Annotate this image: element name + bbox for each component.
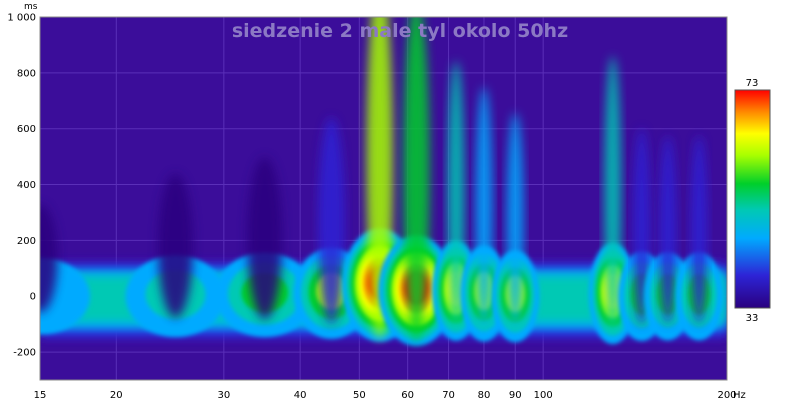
x-tick-label: 15 <box>34 390 47 401</box>
heatmap-area <box>40 17 727 346</box>
decay-ridge <box>506 112 524 329</box>
decay-ridge <box>403 17 430 342</box>
y-tick-label: -200 <box>13 348 36 359</box>
x-tick-label: 200 <box>717 390 736 401</box>
y-tick-label: 400 <box>17 180 36 191</box>
decay-ridge <box>247 157 283 320</box>
x-tick-label: 20 <box>110 390 123 401</box>
plot-frame <box>39 16 728 381</box>
x-tick-label: 80 <box>478 390 491 401</box>
axes: 15 20 30 40 50 60 70 80 90 100 200 -200 0 200 400 600 80… <box>7 13 736 402</box>
y-tick-label: 800 <box>17 68 36 79</box>
colorbar <box>734 89 771 309</box>
y-tick-label: 600 <box>17 124 36 135</box>
x-tick-label: 60 <box>401 390 414 401</box>
y-tick-label: 1 000 <box>7 13 36 24</box>
x-unit-label: Hz <box>733 390 746 401</box>
x-tick-label: 100 <box>534 390 553 401</box>
y-tick-label: 0 <box>30 292 36 303</box>
colorbar-max-label: 73 <box>746 78 759 89</box>
x-tick-label: 30 <box>217 390 230 401</box>
decay-ridge <box>604 56 622 336</box>
y-unit-label: ms <box>24 2 38 12</box>
decay-ridge <box>157 173 193 318</box>
decay-ridge <box>690 135 708 325</box>
x-tick-label: 70 <box>442 390 455 401</box>
x-tick-label: 40 <box>294 390 307 401</box>
decay-ridge <box>447 61 465 332</box>
y-tick-label: 200 <box>17 236 36 247</box>
x-tick-label: 90 <box>509 390 522 401</box>
colorbar-min-label: 33 <box>746 313 759 324</box>
decay-ridge <box>318 117 345 325</box>
x-tick-label: 50 <box>353 390 366 401</box>
decay-ridge <box>659 135 677 325</box>
chart-title: siedzenie 2 male tyl okolo 50hz <box>232 20 568 42</box>
decay-ridge <box>475 86 493 330</box>
decay-ridge <box>40 204 58 313</box>
decay-ridge <box>633 127 651 326</box>
